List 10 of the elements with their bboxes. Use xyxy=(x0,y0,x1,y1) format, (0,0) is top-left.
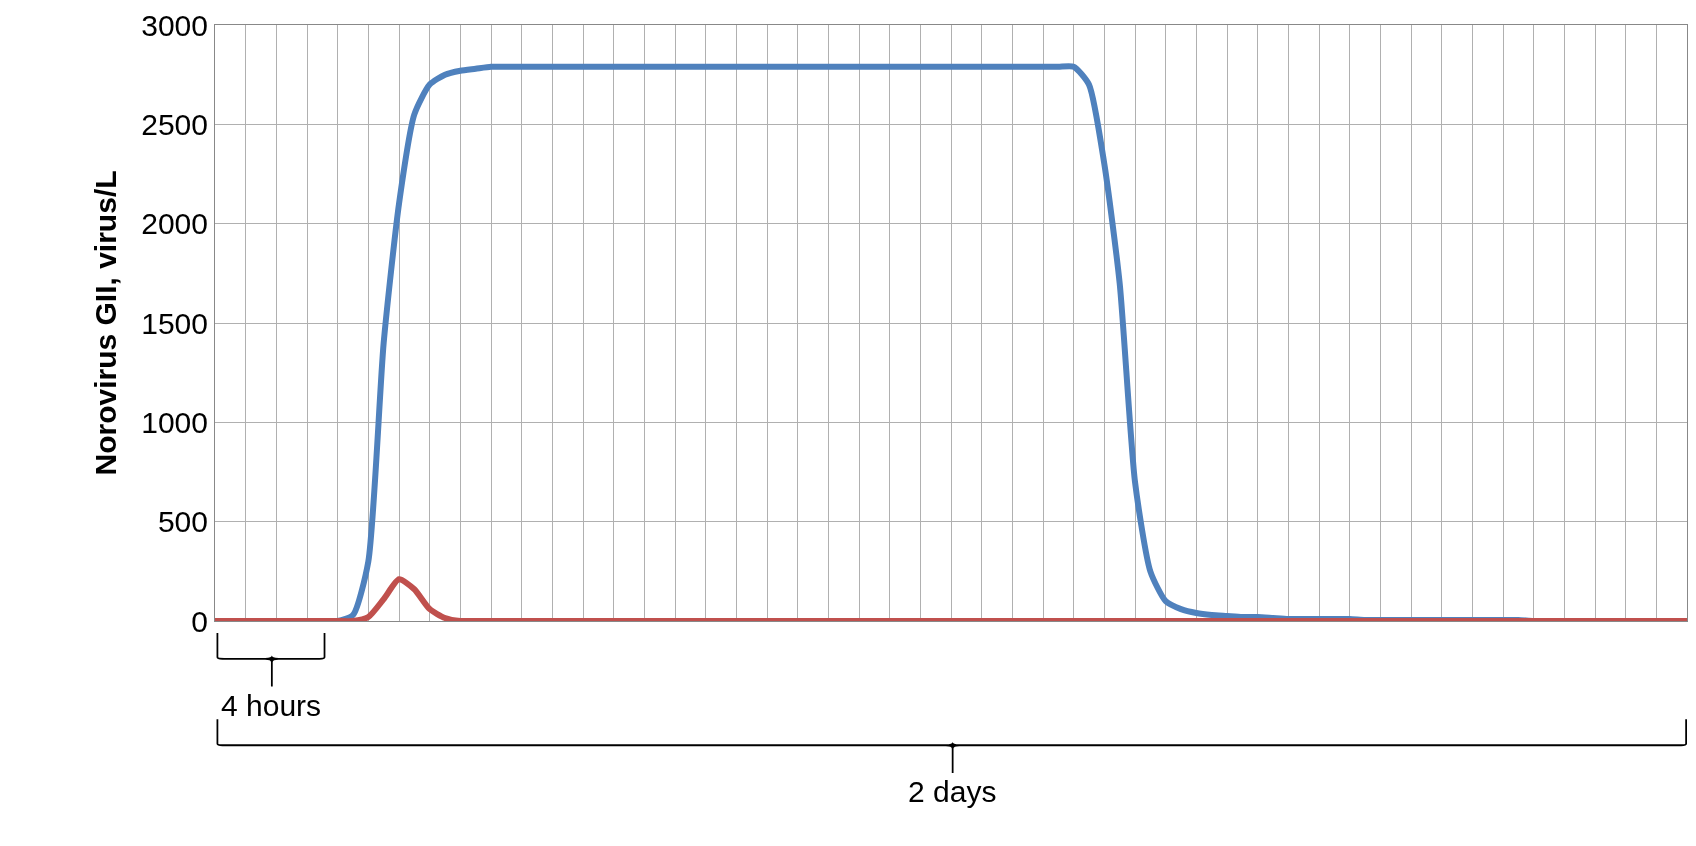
y-tick-label: 0 xyxy=(191,604,208,638)
text: 4 hours xyxy=(221,689,322,722)
y-tick-label: 2500 xyxy=(141,107,208,141)
y-tick-label: 2000 xyxy=(141,207,208,241)
y-tick-label: 3000 xyxy=(141,8,208,42)
y-tick-label: 1500 xyxy=(141,306,208,340)
text: 2 days xyxy=(908,775,997,808)
y-tick-label: 1000 xyxy=(141,405,208,439)
y-tick-label: 500 xyxy=(157,505,208,539)
y-axis-title: Norovirus GII, virus/L xyxy=(89,170,123,476)
